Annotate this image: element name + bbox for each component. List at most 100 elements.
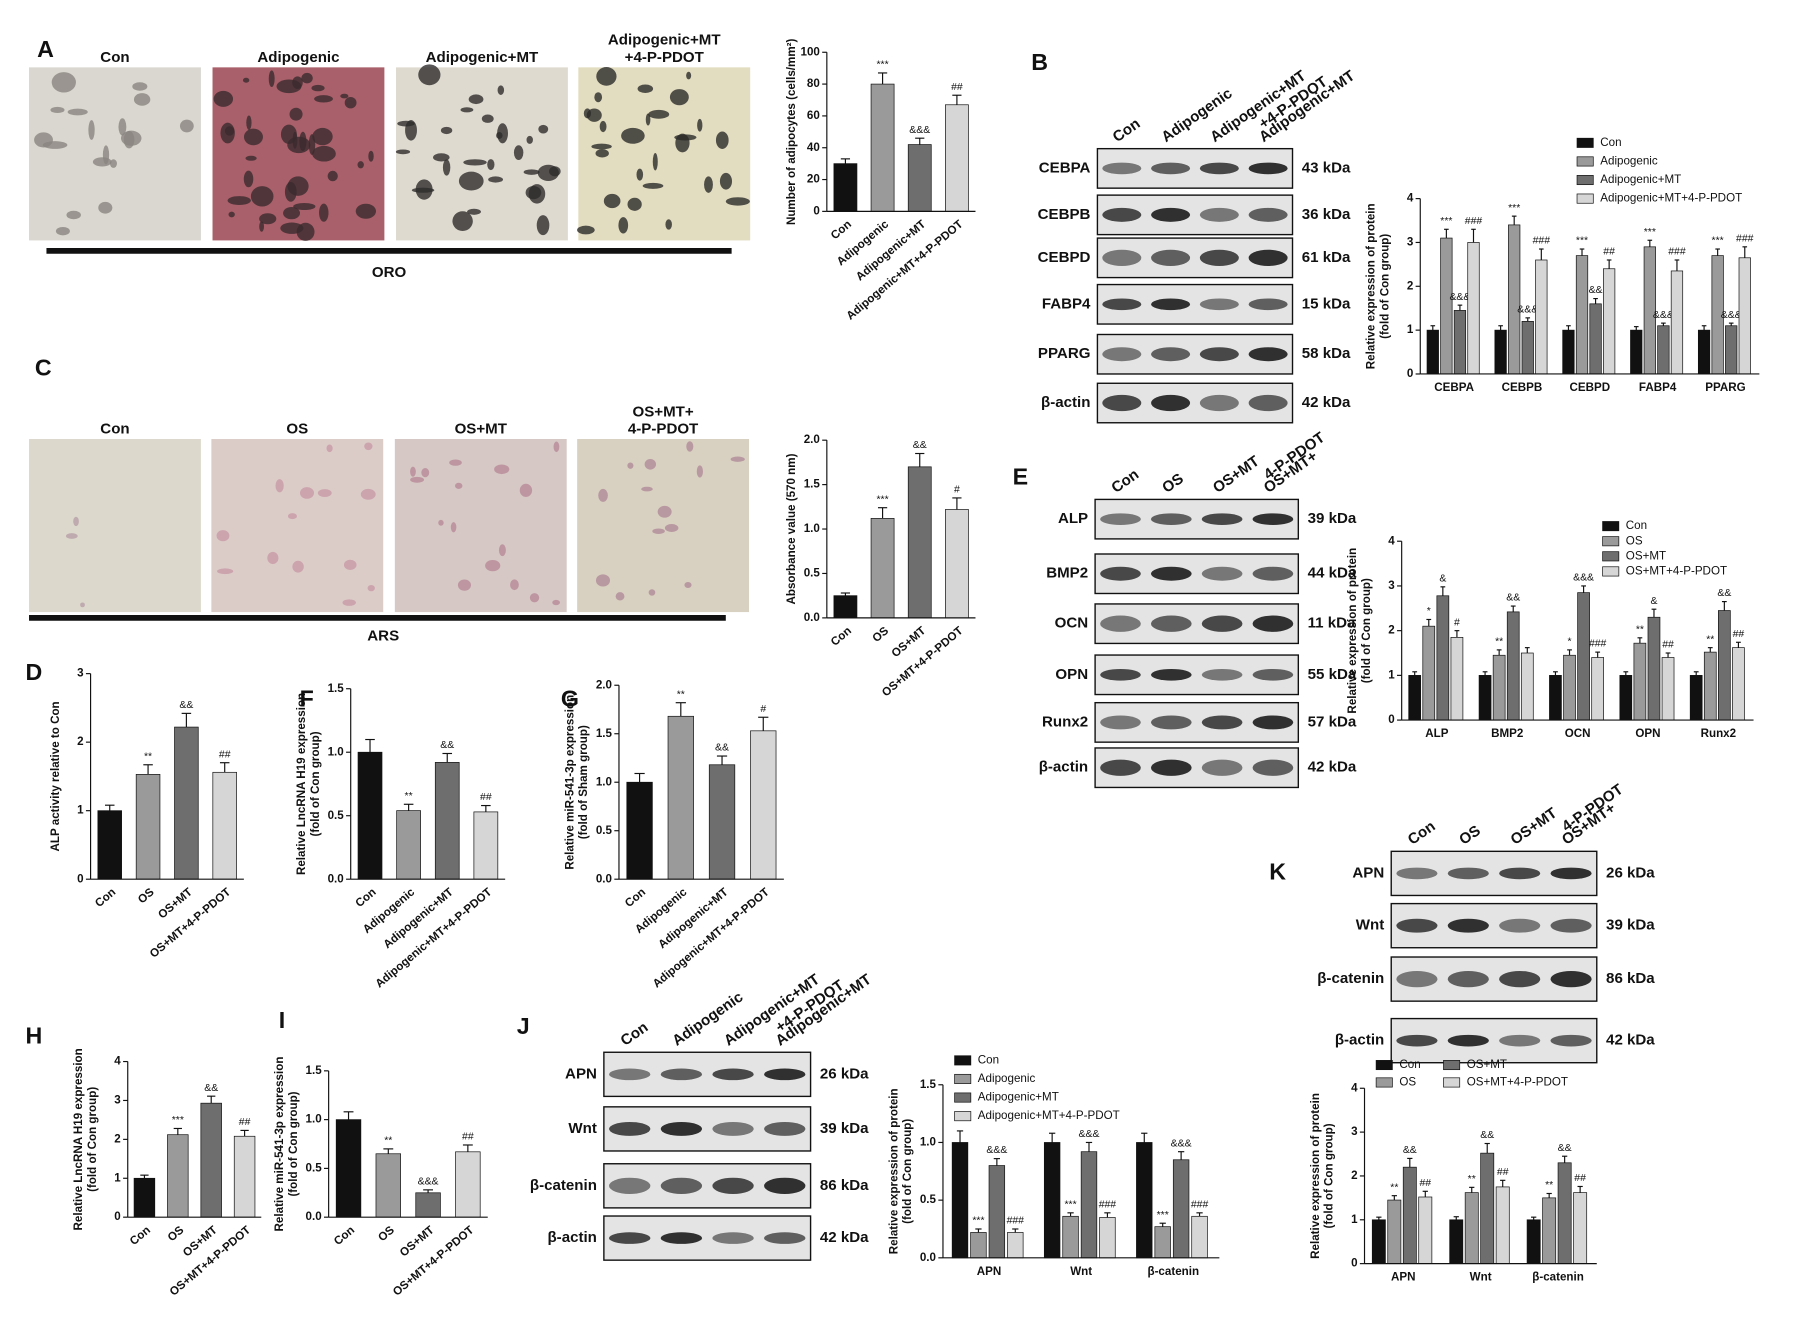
bar — [988, 1165, 1006, 1259]
stain-spot — [599, 120, 607, 133]
kda-label: 42 kDa — [820, 1229, 869, 1246]
blot-band — [1447, 1034, 1489, 1047]
significance-label: ## — [462, 1132, 474, 1143]
significance-label: && — [1589, 285, 1603, 296]
stain-spot — [418, 64, 441, 86]
significance-label: ## — [1497, 1167, 1509, 1178]
significance-label: &&& — [1171, 1138, 1192, 1149]
stain-spot — [296, 222, 315, 241]
blot-band — [1396, 867, 1438, 880]
bar — [1521, 321, 1534, 375]
x-tick-label: Con — [828, 624, 854, 648]
micrograph — [396, 67, 568, 241]
kda-label: 42 kDa — [1308, 759, 1357, 776]
bar — [375, 1153, 401, 1218]
significance-label: ## — [219, 749, 231, 760]
blot-band — [1199, 394, 1239, 412]
legend-label: OS+MT — [1626, 549, 1666, 562]
stain-spot — [538, 124, 549, 134]
kda-label: 39 kDa — [1308, 510, 1357, 527]
y-tick-label: 0.5 — [920, 1193, 937, 1206]
y-tick-label: 0.0 — [804, 611, 820, 624]
stain-spot — [468, 94, 484, 105]
bar — [1520, 652, 1534, 721]
blot-band — [712, 1177, 754, 1194]
blot-band — [609, 1177, 651, 1194]
blot-band — [1102, 394, 1142, 412]
significance-label: &&& — [1517, 304, 1538, 315]
y-tick-label: 0 — [813, 204, 819, 217]
blot-band — [1150, 668, 1192, 681]
x-tick-label: APN — [977, 1265, 1002, 1278]
significance-label: && — [715, 743, 729, 754]
bar — [1136, 1142, 1153, 1259]
x-tick-label: β-catenin — [1147, 1265, 1199, 1278]
blot-band — [1151, 162, 1191, 175]
stain-spot — [357, 161, 364, 169]
blot-band — [1550, 867, 1592, 880]
y-tick-label: 4 — [114, 1055, 121, 1068]
stain-spot — [684, 582, 692, 589]
significance-label: &&& — [986, 1145, 1007, 1156]
legend-label: OS+MT+4-P-PDOT — [1467, 1076, 1568, 1089]
significance-label: ** — [1706, 634, 1714, 645]
blot-band — [1199, 162, 1239, 175]
kda-label: 15 kDa — [1302, 295, 1351, 312]
significance-label: *** — [1064, 1199, 1076, 1210]
stain-spot — [577, 225, 595, 235]
x-tick-label: APN — [1391, 1271, 1416, 1284]
y-tick-label: 1 — [1407, 323, 1414, 336]
stain-spot — [397, 120, 415, 127]
significance-label: && — [913, 440, 927, 451]
panel-letter: J — [517, 1013, 530, 1039]
bar — [1440, 237, 1453, 375]
legend-swatch — [1443, 1060, 1461, 1071]
stain-spot — [319, 203, 329, 222]
stain-spot — [287, 176, 309, 196]
blot-band — [1550, 970, 1592, 988]
y-axis-label: Absorbance value (570 nm) — [785, 453, 798, 604]
stain-spot — [497, 123, 508, 144]
stain-spot — [458, 171, 484, 191]
blot-band — [1550, 1034, 1592, 1047]
stain-spot — [596, 66, 617, 86]
stain-spot — [250, 186, 274, 207]
bar — [396, 810, 421, 880]
bar — [833, 163, 858, 212]
stain-spot — [598, 488, 608, 502]
x-tick-label: CEBPD — [1569, 381, 1610, 394]
protein-label: Runx2 — [1042, 713, 1088, 730]
panel-letter: A — [37, 36, 54, 62]
protein-label: β-actin — [1039, 759, 1088, 776]
blot-band — [1100, 668, 1141, 681]
significance-label: *** — [1576, 236, 1588, 247]
blot-band — [764, 1177, 806, 1194]
kda-label: 39 kDa — [1606, 917, 1655, 934]
bar — [1563, 654, 1576, 721]
stain-spot — [275, 479, 284, 493]
bar — [97, 810, 122, 880]
bar — [1464, 1192, 1479, 1264]
y-axis-label: (fold of Sham group) — [577, 725, 590, 839]
panel-letter: F — [300, 685, 314, 711]
stain-spot — [552, 599, 560, 606]
y-tick-label: 0.0 — [920, 1251, 936, 1264]
kda-label: 26 kDa — [1606, 864, 1655, 881]
y-tick-label: 1 — [77, 804, 84, 817]
blot-band — [660, 1177, 703, 1194]
blot-band — [712, 1068, 754, 1081]
protein-label: β-catenin — [530, 1177, 597, 1194]
y-tick-label: 0.5 — [328, 809, 345, 822]
blot-band — [1252, 668, 1294, 681]
blot-band — [1499, 867, 1541, 880]
stain-spot — [657, 505, 672, 518]
bar — [1630, 329, 1643, 375]
bar — [907, 466, 932, 619]
bar — [1647, 616, 1661, 721]
legend-swatch — [1576, 137, 1594, 148]
blot-band — [609, 1232, 651, 1244]
y-tick-label: 1.5 — [804, 478, 821, 491]
stain-spot — [80, 602, 85, 608]
stain-spot — [488, 176, 504, 183]
y-tick-label: 3 — [77, 667, 84, 680]
